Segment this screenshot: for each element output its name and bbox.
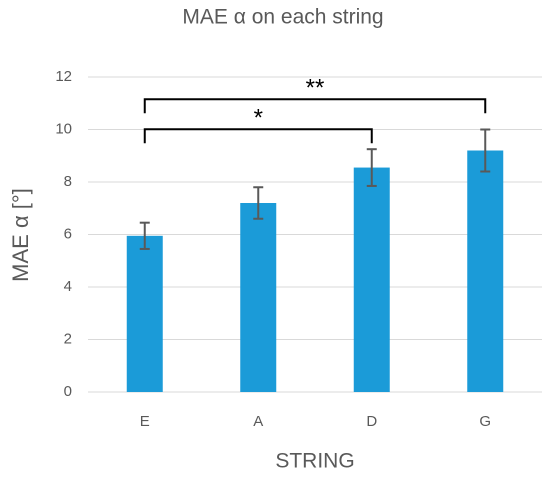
significance-bracket bbox=[143, 98, 487, 114]
x-axis-label: STRING bbox=[275, 450, 354, 473]
error-bar bbox=[139, 221, 150, 250]
y-tick-label: 10 bbox=[55, 120, 72, 137]
bar bbox=[353, 167, 390, 392]
x-tick-label: A bbox=[253, 413, 263, 430]
error-bar bbox=[366, 148, 377, 187]
significance-label: ** bbox=[306, 75, 325, 102]
error-bar bbox=[253, 186, 264, 220]
y-tick-label: 12 bbox=[55, 68, 72, 85]
x-tick-label: E bbox=[140, 413, 150, 430]
significance-bracket bbox=[143, 128, 373, 144]
error-bar bbox=[480, 128, 491, 173]
x-tick-label: G bbox=[479, 413, 491, 430]
bar bbox=[467, 150, 504, 392]
y-tick-label: 4 bbox=[64, 278, 72, 295]
y-tick-label: 0 bbox=[64, 383, 72, 400]
chart-title: MAE α on each string bbox=[182, 6, 383, 29]
bar bbox=[126, 235, 163, 392]
y-tick-label: 8 bbox=[64, 173, 72, 190]
bar bbox=[240, 203, 277, 392]
y-axis-label: MAE α [°] bbox=[8, 188, 33, 282]
y-tick-label: 6 bbox=[64, 225, 72, 242]
y-tick-label: 2 bbox=[64, 330, 72, 347]
significance-label: * bbox=[254, 105, 263, 132]
x-tick-label: D bbox=[366, 413, 377, 430]
